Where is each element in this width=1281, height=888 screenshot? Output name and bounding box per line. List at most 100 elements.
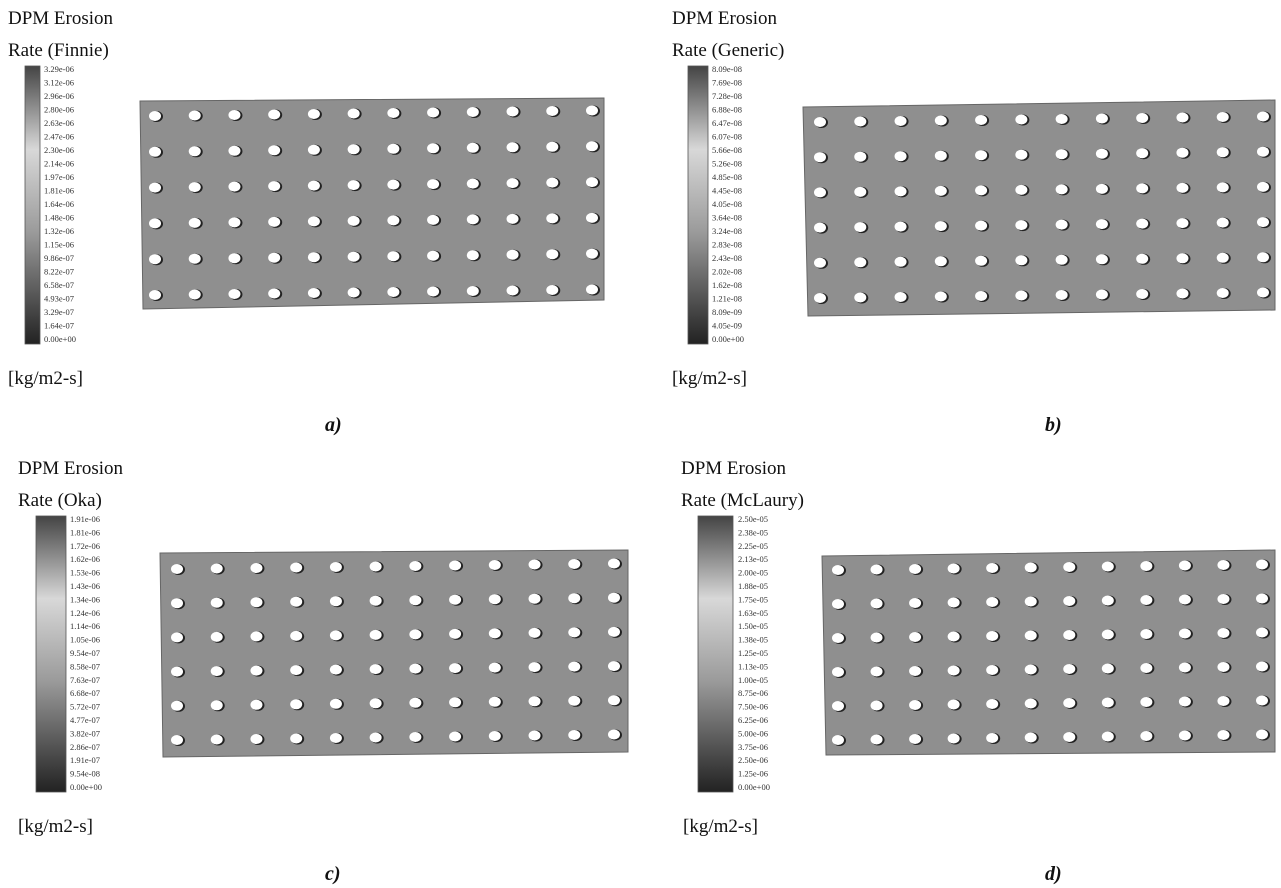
hole <box>268 181 280 191</box>
hole <box>1096 114 1108 124</box>
colorbar-label: 3.12e-06 <box>44 77 74 87</box>
hole <box>871 701 883 711</box>
hole <box>1256 560 1268 570</box>
hole <box>814 258 826 268</box>
hole <box>149 111 161 121</box>
hole <box>171 701 183 711</box>
hole <box>546 106 558 116</box>
hole <box>948 632 960 642</box>
hole <box>308 252 320 262</box>
hole <box>308 181 320 191</box>
hole <box>948 700 960 710</box>
hole <box>1179 697 1191 707</box>
hole <box>1025 665 1037 675</box>
hole <box>546 178 558 188</box>
legend-title: DPM Erosion <box>672 8 778 29</box>
colorbar-label: 2.13e-05 <box>738 554 768 564</box>
hole <box>449 697 461 707</box>
hole <box>507 214 519 224</box>
hole <box>370 596 382 606</box>
plate <box>160 550 628 757</box>
hole <box>975 150 987 160</box>
hole <box>1015 291 1027 301</box>
hole <box>387 251 399 261</box>
colorbar-label: 5.66e-08 <box>712 145 742 155</box>
hole <box>1102 630 1114 640</box>
hole <box>909 734 921 744</box>
hole <box>308 145 320 155</box>
hole <box>189 182 201 192</box>
colorbar-label: 1.64e-06 <box>44 199 74 209</box>
colorbar-label: 1.64e-07 <box>44 320 74 330</box>
hole <box>370 733 382 743</box>
hole <box>250 563 262 573</box>
hole <box>467 214 479 224</box>
colorbar-label: 1.63e-05 <box>738 608 768 618</box>
hole <box>1176 113 1188 123</box>
hole <box>228 146 240 156</box>
hole <box>409 664 421 674</box>
colorbar-label: 1.91e-07 <box>70 755 100 765</box>
hole <box>529 696 541 706</box>
hole <box>171 667 183 677</box>
colorbar-label: 8.58e-07 <box>70 661 100 671</box>
hole <box>1257 147 1269 157</box>
hole <box>507 178 519 188</box>
hole <box>1217 560 1229 570</box>
plate <box>803 100 1275 316</box>
colorbar <box>688 66 708 344</box>
colorbar-label: 4.45e-08 <box>712 185 742 195</box>
hole <box>1015 255 1027 265</box>
hole <box>308 109 320 119</box>
hole <box>975 256 987 266</box>
hole <box>1056 255 1068 265</box>
hole <box>986 733 998 743</box>
hole <box>489 628 501 638</box>
colorbar-label: 1.00e-05 <box>738 675 768 685</box>
hole <box>1179 595 1191 605</box>
colorbar-label: 1.32e-06 <box>44 226 74 236</box>
hole <box>948 564 960 574</box>
colorbar-label: 1.05e-06 <box>70 635 100 645</box>
hole <box>854 152 866 162</box>
hole <box>211 700 223 710</box>
colorbar-label: 2.30e-06 <box>44 145 74 155</box>
hole <box>308 216 320 226</box>
caption: a) <box>325 414 342 436</box>
hole <box>348 109 360 119</box>
hole <box>1176 253 1188 263</box>
hole <box>1217 182 1229 192</box>
hole <box>268 145 280 155</box>
legend-title: DPM Erosion <box>18 458 124 479</box>
hole <box>507 107 519 117</box>
hole <box>149 183 161 193</box>
colorbar <box>698 516 733 792</box>
legend-title: Rate (Oka) <box>18 490 102 511</box>
hole <box>189 111 201 121</box>
colorbar-label: 3.24e-08 <box>712 226 742 236</box>
hole <box>871 599 883 609</box>
hole <box>467 107 479 117</box>
hole <box>1257 252 1269 262</box>
hole <box>909 632 921 642</box>
hole <box>1063 630 1075 640</box>
hole <box>467 250 479 260</box>
colorbar-label: 1.88e-05 <box>738 581 768 591</box>
colorbar-label: 1.13e-05 <box>738 661 768 671</box>
hole <box>1102 562 1114 572</box>
colorbar-label: 1.48e-06 <box>44 212 74 222</box>
colorbar-label: 6.25e-06 <box>738 715 768 725</box>
colorbar-label: 1.15e-06 <box>44 239 74 249</box>
hole <box>546 285 558 295</box>
hole <box>1256 730 1268 740</box>
hole <box>608 559 620 569</box>
hole <box>330 562 342 572</box>
hole <box>489 697 501 707</box>
colorbar-label: 0.00e+00 <box>738 782 770 792</box>
hole <box>348 288 360 298</box>
hole <box>948 666 960 676</box>
hole <box>387 144 399 154</box>
hole <box>1136 183 1148 193</box>
hole <box>1217 696 1229 706</box>
colorbar-label: 8.09e-08 <box>712 64 742 74</box>
